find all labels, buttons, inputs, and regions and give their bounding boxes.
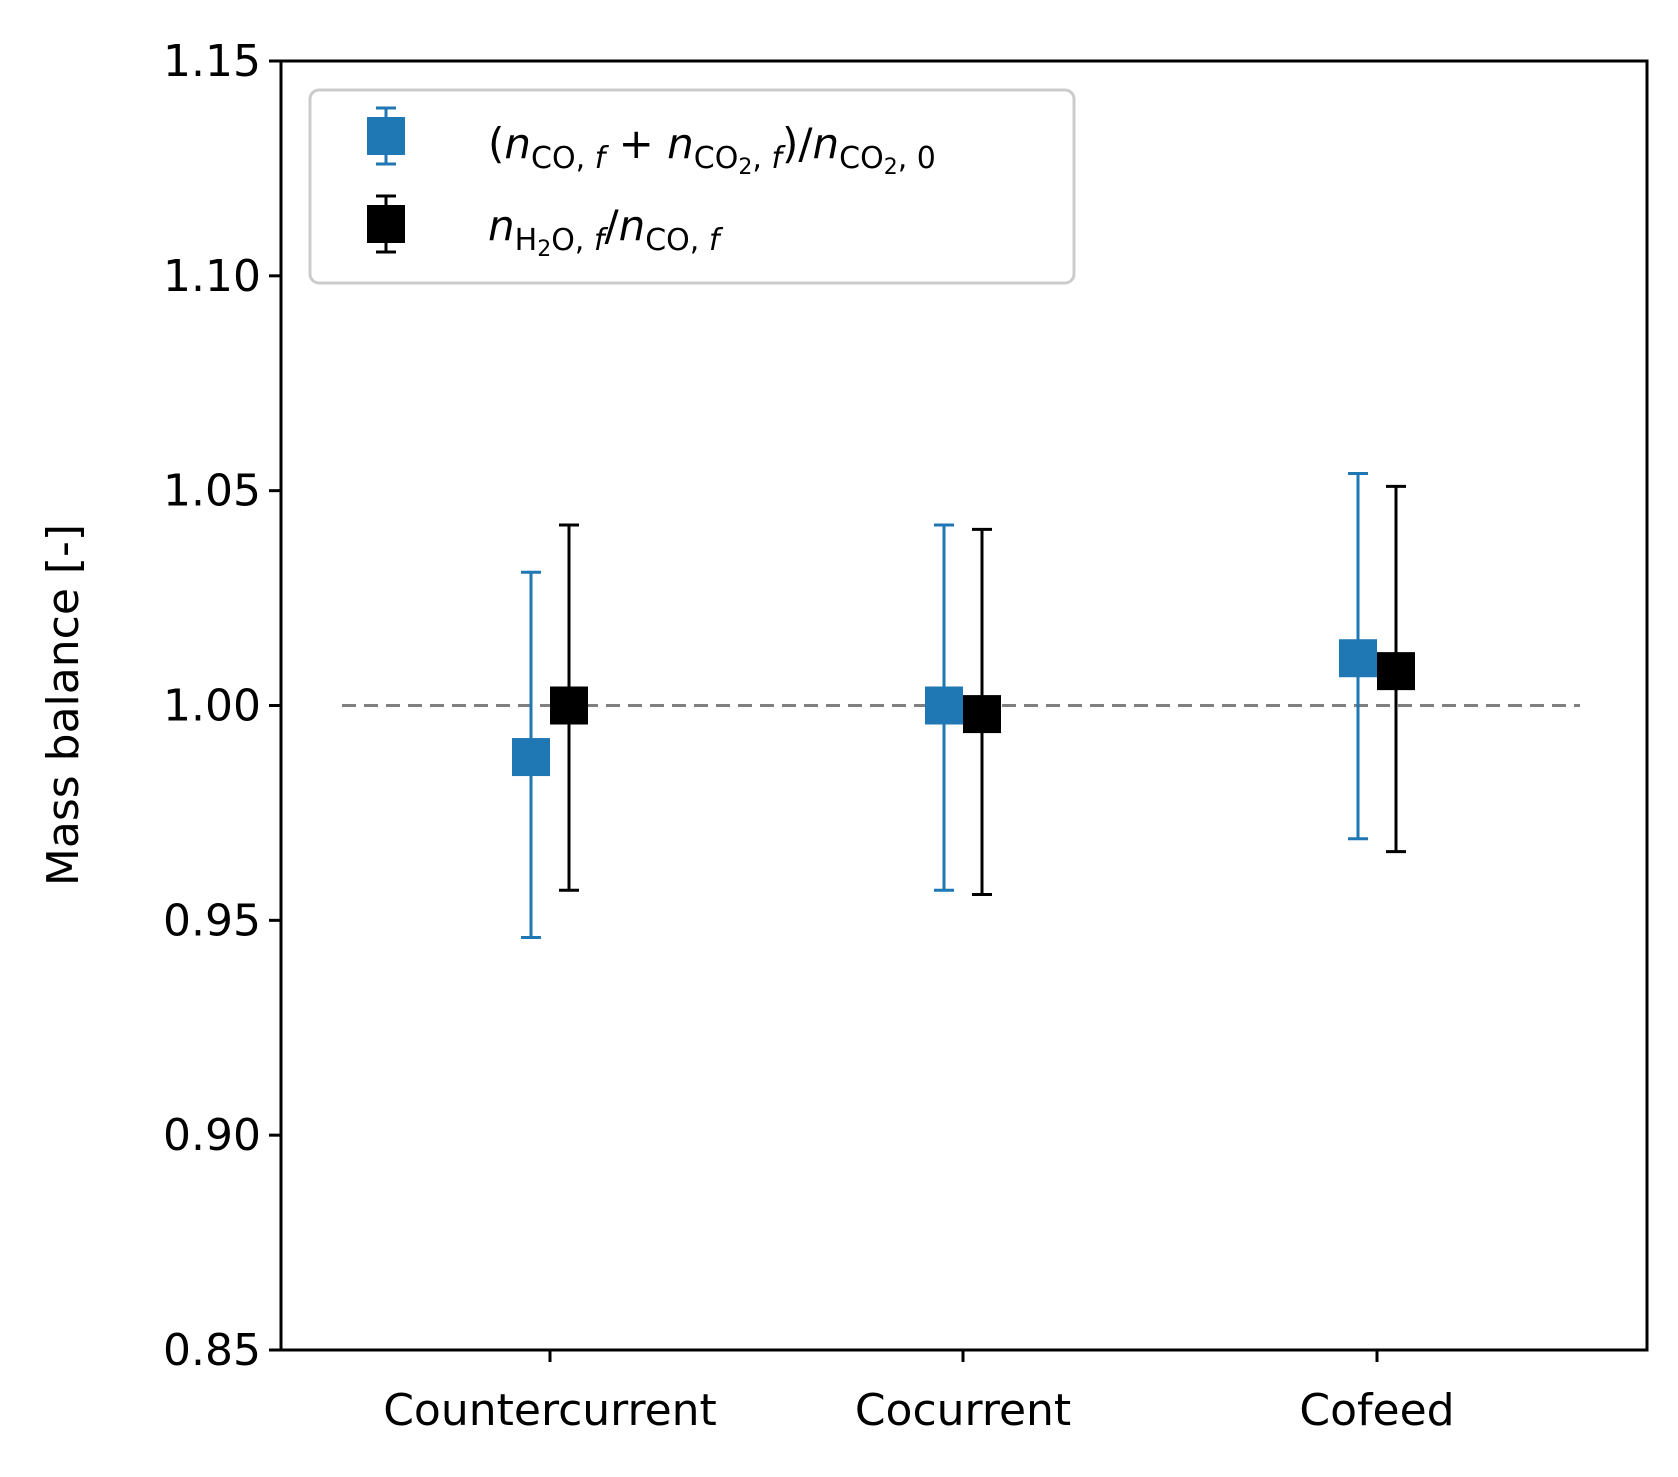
legend-marker-2: [367, 205, 405, 243]
y-tick-label: 0.95: [163, 895, 261, 946]
data-point-2: [1377, 652, 1415, 691]
x-tick-label: Cofeed: [1299, 1385, 1454, 1436]
legend-label-series-2: nH2O, f/nCO, f: [488, 201, 724, 262]
legend: (nCO, f + nCO2, f)/nCO2, 0 nH2O, f/nCO, …: [308, 88, 1076, 285]
x-tick-label: Countercurrent: [383, 1385, 717, 1436]
data-point-2: [550, 686, 588, 725]
plot-area: 0.85 0.90 0.95 1.00 1.05 1.10 1.15 Countercurre…: [163, 36, 1649, 1436]
x-tick-label: Cocurrent: [855, 1385, 1071, 1436]
legend-marker-1: [367, 117, 405, 155]
data-point-2: [963, 695, 1001, 734]
legend-label-series-1: (nCO, f + nCO2, f)/nCO2, 0: [488, 119, 936, 180]
legend-frame: [308, 88, 1076, 285]
y-tick-label: 1.15: [163, 36, 261, 87]
y-tick-label: 0.85: [163, 1325, 261, 1376]
data-point-1: [512, 738, 550, 777]
y-tick-label: 1.05: [163, 466, 261, 517]
legend-markers: [367, 106, 405, 254]
y-tick-label: 0.90: [163, 1110, 261, 1161]
y-tick-label: 1.10: [163, 251, 261, 302]
axes-frame: [279, 59, 1649, 1352]
y-axis-label: Mass balance [-]: [38, 524, 89, 886]
y-tick-label: 1.00: [163, 681, 261, 732]
data-point-1: [1339, 639, 1377, 678]
data-point-1: [925, 686, 963, 725]
